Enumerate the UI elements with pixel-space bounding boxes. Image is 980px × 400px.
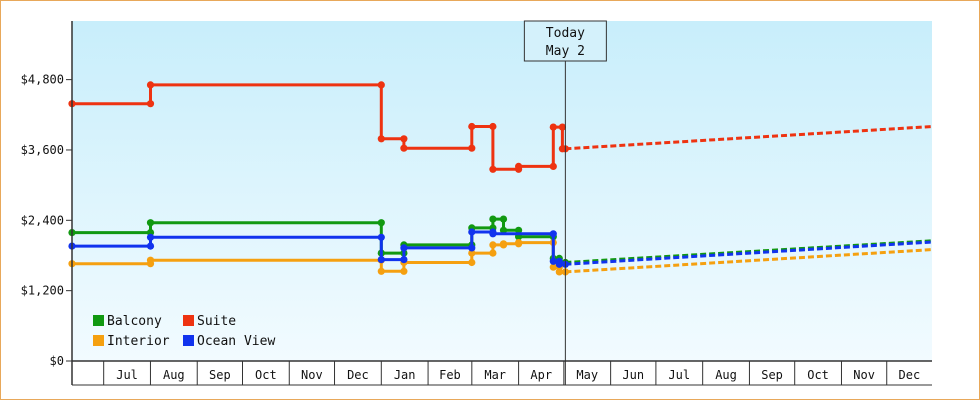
data-point-interior: [489, 241, 497, 249]
x-tick-label: Nov: [853, 368, 875, 382]
data-point-suite: [146, 100, 155, 108]
x-tick-label: Aug: [715, 368, 737, 382]
today-date-label: May 2: [546, 44, 585, 59]
data-point-suite: [468, 144, 476, 152]
data-point-suite: [377, 81, 385, 89]
x-tick-label: Feb: [439, 368, 461, 382]
legend: Balcony Suite Interior Ocean View: [93, 314, 275, 349]
legend-swatch-interior: [93, 335, 104, 346]
legend-label-ocean_view: Ocean View: [197, 334, 275, 349]
data-point-ocean_view: [555, 260, 563, 268]
legend-swatch-balcony: [93, 315, 104, 326]
data-point-interior: [468, 249, 476, 257]
data-point-ocean_view: [468, 244, 476, 252]
data-point-suite: [515, 162, 523, 170]
data-point-suite: [489, 165, 497, 173]
x-tick-label: Dec: [899, 368, 921, 382]
data-point-ocean_view: [489, 230, 497, 238]
x-axis-ticks: Jul Aug Sep Oct Nov Dec Jan Feb Mar Apr May Jun Jul A…: [72, 361, 932, 386]
data-point-ocean_view: [400, 244, 408, 252]
x-tick-label: May: [576, 368, 598, 382]
data-point-interior: [555, 268, 563, 276]
y-tick-label: $2,400: [21, 213, 64, 227]
data-point-ocean_view: [549, 257, 557, 265]
axes: [71, 21, 932, 385]
x-tick-label: Jun: [622, 368, 644, 382]
data-point-suite: [400, 144, 408, 152]
data-point-interior: [468, 258, 476, 267]
legend-label-balcony: Balcony: [107, 314, 162, 329]
data-point-suite: [489, 122, 497, 131]
data-point-ocean_view: [377, 233, 385, 241]
series-forecast-interior: [565, 248, 933, 274]
data-point-interior: [400, 267, 408, 275]
x-tick-label: Mar: [484, 368, 506, 382]
data-point-interior: [489, 249, 497, 257]
data-point-ocean_view: [146, 233, 155, 241]
series-forecast-ocean_view: [565, 240, 933, 266]
data-point-suite: [468, 122, 476, 131]
y-tick-label: $4,800: [21, 73, 64, 87]
y-tick-label: $0: [50, 354, 64, 368]
data-point-suite: [549, 123, 557, 131]
data-point-ocean_view: [377, 256, 385, 264]
legend-swatch-suite: [183, 315, 194, 326]
data-point-balcony: [499, 215, 508, 223]
data-point-interior: [515, 239, 523, 247]
today-label: Today: [546, 26, 585, 41]
today-box: [523, 20, 607, 62]
x-tick-label: Jul: [668, 368, 690, 382]
data-point-suite: [146, 81, 155, 89]
data-point-interior: [377, 267, 385, 275]
data-point-ocean_view: [549, 230, 557, 238]
x-tick-label: Sep: [761, 368, 783, 382]
data-point-balcony: [499, 226, 508, 234]
data-point-interior: [549, 263, 557, 271]
legend-swatch-ocean_view: [183, 335, 194, 346]
x-tick-label: Sep: [209, 368, 231, 382]
data-point-balcony: [377, 219, 385, 227]
data-point-ocean_view: [400, 256, 408, 264]
x-tick-label: Oct: [255, 368, 277, 382]
data-point-interior: [499, 240, 508, 248]
data-point-suite: [400, 135, 408, 143]
x-tick-label: Dec: [347, 368, 369, 382]
data-point-balcony: [515, 226, 523, 234]
x-tick-label: Aug: [163, 368, 185, 382]
data-point-interior: [146, 256, 155, 264]
y-tick-label: $3,600: [21, 143, 64, 157]
data-point-balcony: [489, 215, 497, 223]
plot-background: [72, 21, 932, 361]
series-forecast-suite: [565, 125, 933, 151]
data-point-suite: [377, 135, 385, 143]
x-tick-label: Nov: [301, 368, 323, 382]
data-point-suite: [549, 162, 557, 170]
x-tick-label: Jan: [394, 368, 416, 382]
data-point-balcony: [146, 219, 155, 227]
legend-label-interior: Interior: [107, 334, 170, 349]
legend-label-suite: Suite: [197, 314, 236, 329]
today-marker: Today May 2: [523, 20, 607, 385]
data-point-ocean_view: [468, 228, 476, 236]
y-tick-label: $1,200: [21, 284, 64, 298]
x-tick-label: Oct: [807, 368, 829, 382]
x-tick-label: Apr: [530, 368, 552, 382]
x-tick-label: Jul: [116, 368, 138, 382]
data-point-suite: [558, 123, 567, 131]
data-point-ocean_view: [146, 242, 155, 250]
y-axis-ticks: $0 $1,200 $2,400 $3,600 $4,800: [21, 73, 72, 368]
series-layer: [68, 81, 933, 276]
